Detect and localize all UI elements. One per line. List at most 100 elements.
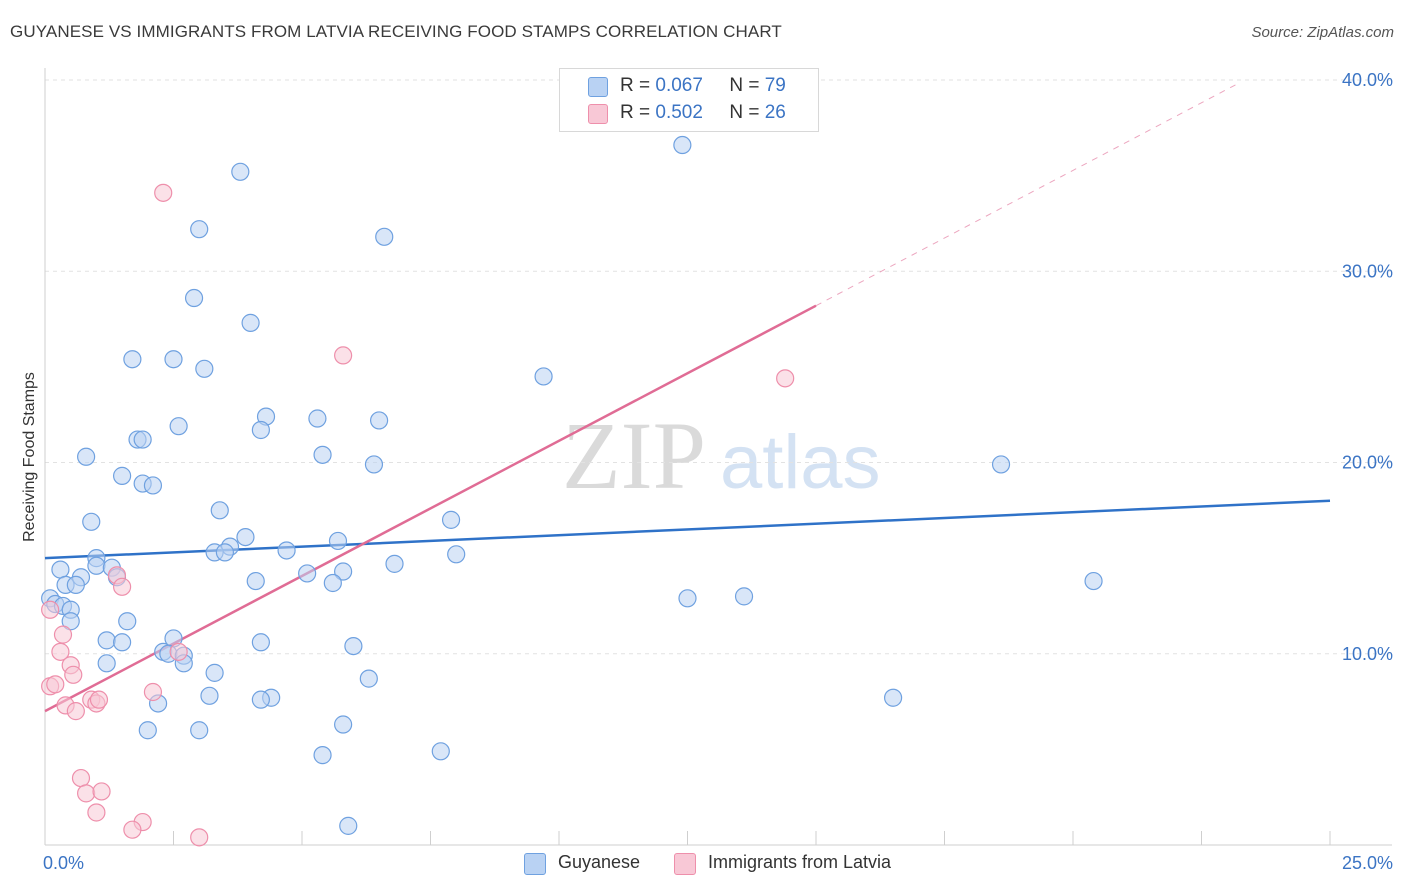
point-guyanese xyxy=(123,350,142,369)
point-guyanese xyxy=(61,612,80,631)
point-guyanese xyxy=(1084,571,1103,591)
point-guyanese xyxy=(143,476,163,495)
point-guyanese xyxy=(534,367,553,386)
y-tick-label: 20.0% xyxy=(1342,453,1393,473)
point-guyanese xyxy=(673,135,692,155)
point-guyanese xyxy=(190,220,209,239)
point-latvia xyxy=(112,577,132,596)
legend-n-value: 79 xyxy=(764,75,786,96)
point-guyanese xyxy=(323,573,342,593)
point-latvia xyxy=(41,600,60,619)
point-latvia xyxy=(66,702,85,721)
legend-label-latvia: Immigrants from Latvia xyxy=(708,852,892,872)
point-guyanese xyxy=(441,510,461,529)
data-points xyxy=(41,135,1103,847)
point-guyanese xyxy=(251,420,270,440)
point-guyanese xyxy=(344,636,363,656)
x-tick-labels: 0.0% 25.0% xyxy=(43,853,1393,873)
legend-r-label: R = xyxy=(620,102,651,123)
point-guyanese xyxy=(447,545,466,564)
point-latvia xyxy=(123,820,142,839)
point-guyanese xyxy=(190,721,209,740)
trend-line-0 xyxy=(44,499,1331,560)
point-latvia xyxy=(154,183,173,202)
point-guyanese xyxy=(251,690,270,709)
x-tick-label-min: 0.0% xyxy=(43,853,84,873)
point-guyanese xyxy=(339,816,358,835)
point-guyanese xyxy=(334,562,353,581)
point-guyanese xyxy=(82,512,101,531)
point-guyanese xyxy=(734,587,754,606)
point-guyanese xyxy=(97,631,116,650)
watermark: ZIP atlas xyxy=(562,402,881,509)
legend-r-value: 0.067 xyxy=(655,75,703,96)
point-latvia xyxy=(190,828,209,847)
point-guyanese xyxy=(184,288,204,308)
point-guyanese xyxy=(251,633,270,652)
point-guyanese xyxy=(200,686,219,705)
point-guyanese xyxy=(375,227,394,246)
point-guyanese xyxy=(169,417,188,436)
point-guyanese xyxy=(77,447,96,466)
legend-n-value: 26 xyxy=(764,102,786,123)
point-latvia xyxy=(51,642,70,661)
legend-swatch-latvia xyxy=(674,853,696,875)
point-latvia xyxy=(53,625,73,644)
point-guyanese xyxy=(231,162,250,181)
point-latvia xyxy=(46,675,65,694)
point-latvia xyxy=(143,682,163,702)
axes xyxy=(44,68,1392,846)
point-guyanese xyxy=(308,409,327,428)
point-guyanese xyxy=(112,633,132,652)
y-tick-labels: 10.0% 20.0% 30.0% 40.0% xyxy=(1342,70,1393,664)
watermark-zip: ZIP xyxy=(562,402,706,509)
point-guyanese xyxy=(246,571,265,591)
point-guyanese xyxy=(87,556,106,575)
point-guyanese xyxy=(334,715,353,734)
legend-swatch-guyanese xyxy=(524,853,546,875)
y-tick-label: 10.0% xyxy=(1342,644,1393,664)
y-tick-label: 30.0% xyxy=(1342,261,1393,281)
legend-r-value: 0.502 xyxy=(655,102,703,123)
point-guyanese xyxy=(118,612,137,631)
point-latvia xyxy=(169,642,188,661)
trend-extension-1 xyxy=(815,83,1238,307)
point-guyanese xyxy=(364,455,384,474)
x-tick-label-max: 25.0% xyxy=(1342,853,1393,873)
stats-legend: R = 0.067 N = 79 R = 0.502 N = 26 xyxy=(559,68,819,132)
legend-n-label: N = xyxy=(729,102,760,123)
point-guyanese xyxy=(210,501,229,520)
point-guyanese xyxy=(112,466,132,485)
point-guyanese xyxy=(205,663,224,682)
point-guyanese xyxy=(370,411,389,430)
point-latvia xyxy=(92,782,111,801)
point-guyanese xyxy=(215,543,234,562)
legend-r-label: R = xyxy=(620,75,651,96)
point-guyanese xyxy=(241,313,260,332)
point-guyanese xyxy=(66,575,85,595)
point-guyanese xyxy=(298,564,317,583)
point-guyanese xyxy=(277,541,296,560)
point-guyanese xyxy=(359,669,378,688)
point-guyanese xyxy=(991,455,1011,474)
point-guyanese xyxy=(138,721,157,740)
point-guyanese xyxy=(431,742,450,761)
legend-label-guyanese: Guyanese xyxy=(558,852,641,872)
point-latvia xyxy=(89,690,109,709)
point-latvia xyxy=(71,768,91,788)
point-guyanese xyxy=(236,527,255,547)
point-guyanese xyxy=(328,531,348,551)
legend-swatch-guyanese xyxy=(588,77,608,97)
point-guyanese xyxy=(195,359,214,378)
point-guyanese xyxy=(313,445,332,464)
y-axis-title: Receiving Food Stamps xyxy=(21,372,38,542)
source-label: Source: ZipAtlas.com xyxy=(1251,24,1394,41)
legend-swatch-latvia xyxy=(588,104,608,124)
y-tick-label: 40.0% xyxy=(1342,70,1393,90)
point-guyanese xyxy=(51,560,70,579)
point-latvia xyxy=(334,346,353,365)
chart-title: GUYANESE VS IMMIGRANTS FROM LATVIA RECEI… xyxy=(10,22,782,41)
point-guyanese xyxy=(883,688,903,707)
point-guyanese xyxy=(164,350,183,369)
point-latvia xyxy=(776,369,795,388)
